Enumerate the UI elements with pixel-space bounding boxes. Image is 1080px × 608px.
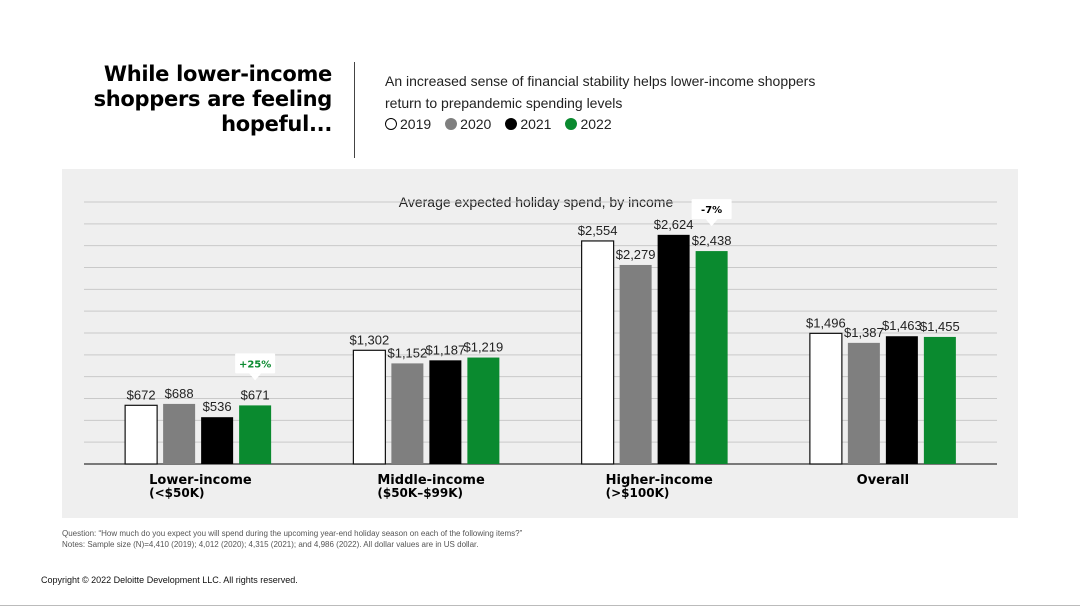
data-label: $2,438 [692,233,732,248]
category-label: Overall [857,473,909,488]
category-sublabel: (<$50K) [149,486,204,500]
bar [239,405,272,464]
header-divider [354,62,355,158]
data-label: $1,302 [349,332,389,347]
legend-label-2021: 2021 [520,116,552,132]
bottom-rule [0,605,1080,606]
bar [163,403,196,464]
legend: 2019 2020 2021 2022 [385,116,612,132]
legend-swatch-2019 [385,118,397,130]
legend-swatch-2021 [505,118,518,130]
data-label: $536 [203,399,232,414]
bar [619,264,652,464]
bar [695,251,728,464]
data-label: $1,187 [425,342,465,357]
bar [847,342,880,464]
annotation-box [691,199,732,220]
bar [581,240,615,465]
data-label: $2,624 [654,217,694,232]
legend-item-2021: 2021 [505,116,551,132]
annotation-text: -7% [701,205,722,216]
data-label: $2,554 [578,223,618,238]
legend-label-2019: 2019 [400,116,432,132]
data-label: $2,279 [616,247,656,262]
bar [467,357,500,464]
bar [391,363,424,464]
bar [124,404,158,465]
data-label: $1,496 [806,315,846,330]
survey-question: Question: “How much do you expect you wi… [62,529,523,538]
annotation-pointer [249,373,262,381]
bar-chart: $672 $688 $536 $671 Lower-income(<$50K) $1,30… [84,199,997,500]
legend-swatch-2020 [445,118,458,130]
legend-item-2022: 2022 [565,116,612,132]
annotation-box [235,353,276,374]
category-sublabel: (>$100K) [606,486,670,500]
legend-item-2019: 2019 [385,116,431,132]
data-label: $1,387 [844,325,884,340]
category-label: Middle-income [377,473,485,488]
data-label: $1,219 [463,340,503,355]
legend-swatch-2022 [565,118,578,130]
subtitle: An increased sense of financial stabilit… [385,73,816,111]
headline: While lower-income shoppers are feeling … [93,62,333,136]
data-label: $1,463 [882,318,922,333]
data-label: $672 [127,387,156,402]
sample-notes: Notes: Sample size (N)=4,410 (2019); 4,0… [62,540,479,549]
category-sublabel: ($50K–$99K) [377,486,463,500]
category-label: Lower-income [149,473,252,488]
bar [923,336,956,464]
category-label: Higher-income [606,473,713,488]
bar [201,417,234,464]
bar [809,332,843,465]
annotation-text: +25% [239,359,271,370]
copyright: Copyright © 2022 Deloitte Development LL… [41,575,298,585]
data-label: $671 [241,387,270,402]
legend-label-2022: 2022 [580,116,612,132]
data-label: $1,152 [387,345,427,360]
footnotes: Question: “How much do you expect you wi… [62,528,522,550]
legend-item-2020: 2020 [445,116,491,132]
annotation-pointer [705,219,718,227]
bar [657,234,690,464]
bar [352,349,386,465]
legend-label-2020: 2020 [460,116,492,132]
data-label: $688 [165,386,194,401]
data-label: $1,455 [920,319,960,334]
bar [429,360,462,464]
bar [885,336,918,464]
